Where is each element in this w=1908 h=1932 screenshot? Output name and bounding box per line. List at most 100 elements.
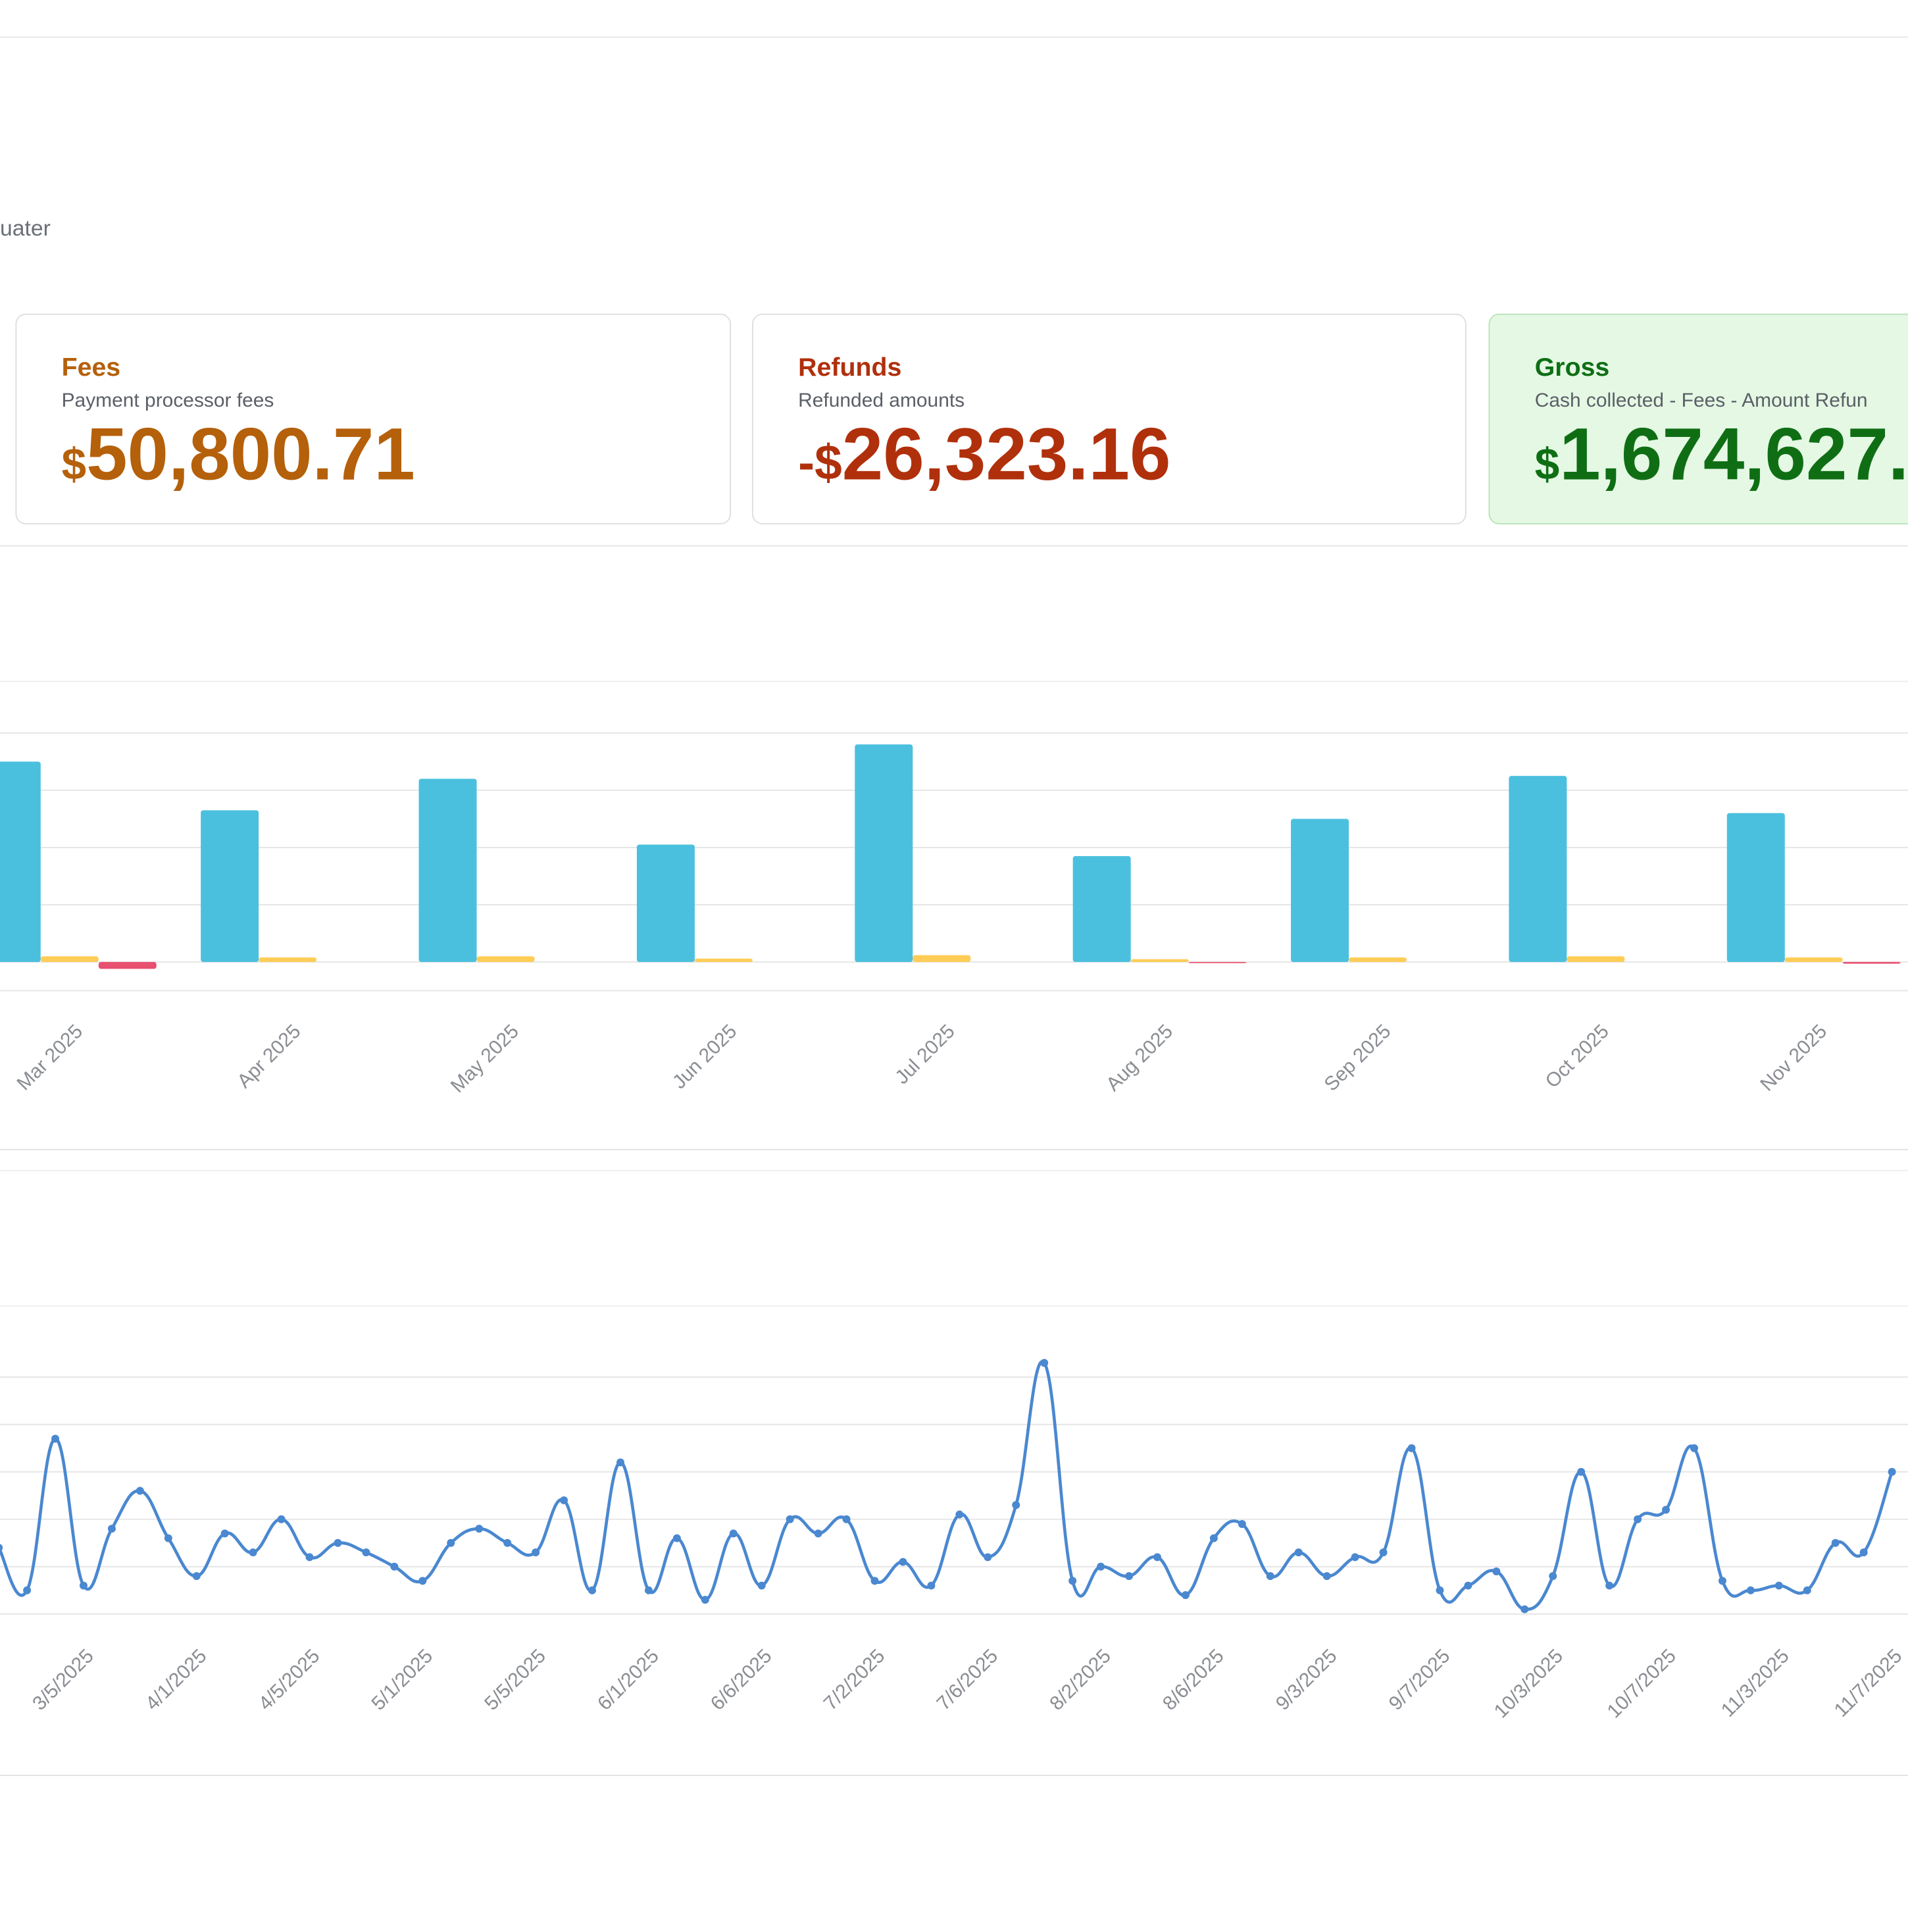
point [23,1586,32,1594]
point [1634,1515,1642,1523]
prefix: $ [1535,440,1559,489]
point [220,1529,229,1538]
x-tick-label: Aug 2025 [1102,1021,1177,1096]
x-tick-label: 8/2/2025 [1045,1645,1115,1715]
point [1097,1562,1105,1571]
card-amount: -$26,323.16 [798,412,1170,495]
point [1803,1586,1811,1594]
point [1690,1444,1698,1452]
point [1153,1553,1161,1562]
point [447,1538,455,1547]
x-tick-label: 3/5/2025 [28,1645,98,1715]
x-tick-label: Apr 2025 [233,1021,305,1092]
point [1379,1548,1388,1557]
card-subtitle: Cash collected - Fees - Amount Refun [1535,390,1868,411]
point [616,1458,624,1467]
card-subtitle: Refunded amounts [798,390,965,411]
point [955,1510,964,1519]
x-tick-label: 5/1/2025 [368,1645,438,1715]
bar [40,956,99,962]
point [1068,1577,1077,1585]
point [560,1496,568,1504]
point [390,1562,399,1571]
point [334,1538,342,1547]
card [1488,313,1908,524]
bar [1188,961,1247,963]
point [1181,1590,1190,1599]
point [701,1596,709,1604]
card-title: Fees [62,353,121,382]
point [0,1544,3,1552]
point [729,1529,738,1538]
card-amount: $50,800.71 [62,412,415,495]
point [1662,1506,1670,1514]
point [192,1572,201,1581]
point [136,1487,144,1495]
point [1492,1567,1501,1575]
bar [855,744,913,962]
point [644,1586,653,1594]
x-tick-label: 5/5/2025 [480,1645,550,1715]
point [532,1548,540,1557]
point [1238,1519,1246,1528]
point [1859,1548,1868,1557]
point [475,1525,484,1533]
x-tick-label: 9/3/2025 [1272,1645,1342,1715]
bar [1509,776,1567,962]
point [786,1515,794,1523]
x-tick-label: Sep 2025 [1320,1021,1395,1096]
point [1125,1572,1134,1581]
point [1407,1444,1416,1452]
x-tick-label: 10/7/2025 [1603,1645,1680,1723]
bar [201,810,259,962]
bar [694,958,753,962]
x-tick-label: 4/5/2025 [255,1645,324,1715]
bar [1130,959,1189,962]
point [757,1581,766,1590]
bar [98,961,157,969]
point [1294,1548,1303,1557]
amount: 1,674,627. [1559,412,1908,495]
bar [1291,819,1349,962]
point [1266,1572,1274,1581]
header-fragment: uater [0,216,51,241]
x-tick-label: 10/3/2025 [1490,1645,1568,1723]
point [164,1534,172,1542]
point [1549,1572,1557,1581]
x-tick-label: 11/7/2025 [1830,1645,1907,1721]
line [0,1360,1894,1611]
x-tick-label: 4/1/2025 [141,1645,211,1715]
point [1577,1467,1586,1476]
point [1520,1605,1529,1614]
card-subtitle: Payment processor fees [62,390,274,411]
point [1464,1581,1472,1590]
x-tick-label: 11/3/2025 [1717,1645,1794,1721]
x-tick-label: Jun 2025 [668,1021,741,1093]
card-amount: $1,674,627. [1535,412,1908,495]
x-tick-label: 7/2/2025 [820,1645,890,1715]
point [927,1581,936,1590]
bar [0,761,41,962]
point [672,1534,681,1542]
bar [1567,956,1625,962]
x-tick-label: Nov 2025 [1756,1021,1831,1096]
x-tick-label: 9/7/2025 [1385,1645,1455,1715]
point [984,1553,992,1562]
point [814,1529,822,1538]
point [1718,1577,1726,1585]
point [1351,1553,1359,1562]
prefix: -$ [798,434,842,490]
point [899,1558,907,1566]
point [842,1515,851,1523]
point [107,1525,116,1533]
bar [1726,813,1785,962]
amount: 50,800.71 [86,412,415,495]
prefix: $ [62,440,86,489]
point [1605,1581,1614,1590]
bar [636,844,695,962]
point [1888,1467,1896,1476]
x-tick-label: 6/6/2025 [707,1645,776,1715]
x-tick-label: 6/1/2025 [593,1645,663,1715]
point [503,1538,512,1547]
